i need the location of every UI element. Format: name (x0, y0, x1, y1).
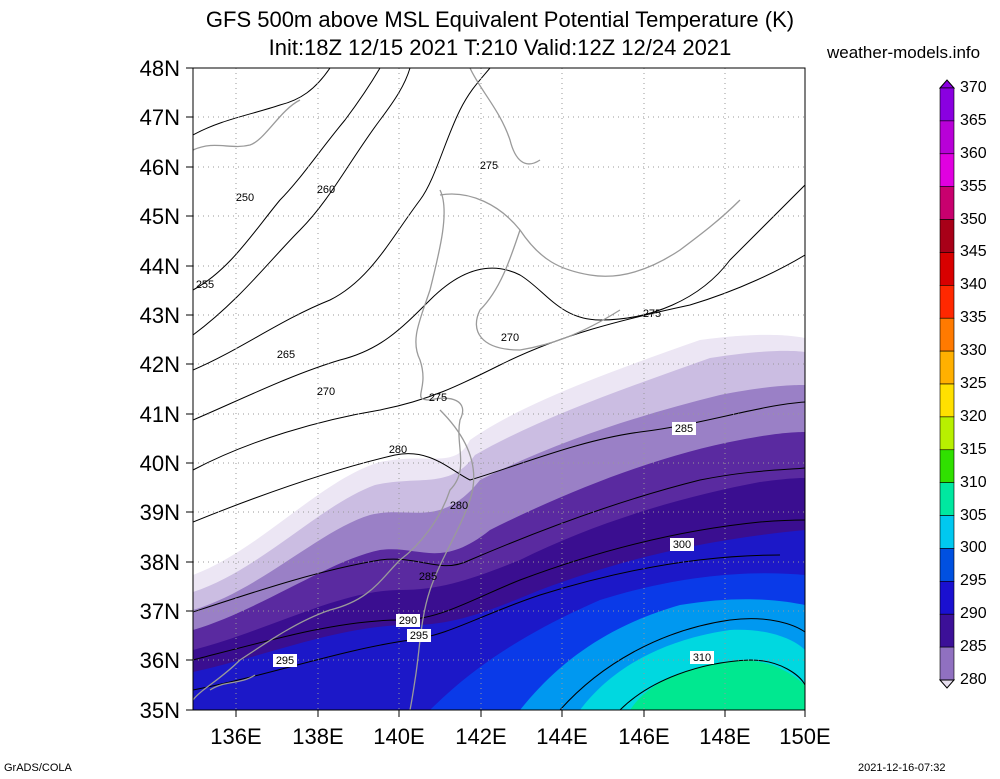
contour-label: 295 (410, 630, 428, 642)
contour-label: 280 (389, 444, 407, 456)
contour-label: 270 (501, 332, 519, 344)
contour-label: 260 (317, 184, 335, 196)
colorbar-swatch (939, 350, 955, 385)
contour-label: 270 (317, 386, 335, 398)
colorbar-swatch (939, 515, 955, 549)
lon-label: 146E (618, 724, 670, 749)
contour-label: 265 (277, 349, 295, 361)
colorbar-label: 330 (960, 342, 987, 360)
colorbar-label: 335 (960, 309, 987, 327)
colorbar-label: 280 (960, 671, 987, 688)
lat-label: 48N (139, 56, 180, 81)
lon-label: 148E (699, 724, 751, 749)
colorbar-swatch (939, 383, 955, 418)
contour-label: 275 (480, 160, 498, 172)
lat-label: 42N (139, 352, 180, 377)
colorbar-swatch (939, 285, 955, 319)
lat-label: 41N (139, 402, 180, 427)
contour-label: 275 (429, 392, 447, 404)
colorbar-swatch (939, 449, 955, 483)
colorbar-swatch (939, 548, 955, 582)
colorbar-label: 360 (960, 144, 987, 162)
map-frame (192, 67, 806, 711)
colorbar-swatch (939, 317, 955, 352)
contour-label: 300 (673, 539, 691, 551)
site-credit: weather-models.info (827, 43, 981, 62)
lat-label: 36N (139, 648, 180, 673)
colorbar-label: 315 (960, 440, 987, 458)
lat-label: 44N (139, 254, 180, 279)
colorbar-label: 290 (960, 605, 987, 623)
lat-label: 40N (139, 451, 180, 476)
lat-label: 35N (139, 698, 180, 723)
colorbar-label: 350 (960, 210, 987, 228)
lon-label: 140E (373, 724, 425, 749)
colorbar (938, 79, 956, 689)
lat-label: 38N (139, 550, 180, 575)
colorbar-swatch (939, 153, 955, 187)
lat-label: 47N (139, 105, 180, 130)
colorbar-label: 345 (960, 243, 987, 261)
colorbar-swatch (939, 646, 955, 681)
colorbar-swatch (939, 87, 955, 122)
map-field (193, 68, 805, 710)
title-line1: GFS 500m above MSL Equivalent Potential … (205, 7, 795, 32)
coastlines (193, 68, 741, 710)
contour-label: 280 (450, 500, 468, 512)
grid-lines (193, 68, 805, 710)
lat-label: 45N (139, 204, 180, 229)
band-310 (630, 660, 805, 710)
colorbar-label: 365 (960, 111, 987, 129)
colorbar-swatch (939, 581, 955, 615)
colorbar-label: 295 (960, 572, 987, 590)
colorbar-swatch (939, 613, 955, 648)
axis-ticks (186, 67, 806, 717)
colorbar-label: 285 (960, 638, 987, 656)
colorbar-label: 320 (960, 407, 987, 425)
colorbar-swatch (939, 416, 955, 451)
contour-label-group: 250 255 260 265 270 270 275 275 275 280 … (196, 160, 661, 583)
contour-label: 285 (419, 571, 437, 583)
colorbar-label: 325 (960, 375, 987, 392)
colorbar-swatch (939, 252, 955, 286)
contour-label: 285 (675, 423, 693, 435)
lat-label: 43N (139, 303, 180, 328)
lon-label: 136E (210, 724, 262, 749)
contour-label: 290 (399, 615, 417, 627)
contour-label-boxed: 285 290 295 295 300 310 (273, 422, 714, 667)
footer-timestamp: 2021-12-16-07:32 (858, 762, 946, 774)
colorbar-label: 370 (960, 79, 987, 96)
lon-label: 138E (292, 724, 344, 749)
colorbar-arrow-top (938, 79, 956, 89)
contour-label: 310 (693, 652, 711, 664)
footer-software: GrADS/COLA (4, 762, 72, 774)
contour-label: 275 (643, 308, 661, 320)
lon-label: 144E (536, 724, 588, 749)
lon-label: 150E (779, 724, 831, 749)
colorbar-swatch (939, 120, 955, 155)
colorbar-swatch (939, 219, 955, 253)
colorbar-label: 355 (960, 177, 987, 195)
title-line2: Init:18Z 12/15 2021 T:210 Valid:12Z 12/2… (268, 35, 732, 60)
colorbar-arrow-bottom (938, 679, 956, 689)
colorbar-label: 305 (960, 506, 987, 524)
lon-label: 142E (455, 724, 507, 749)
colorbar-label: 300 (960, 539, 987, 557)
lat-label: 46N (139, 155, 180, 180)
contour-label: 295 (276, 655, 294, 667)
colorbar-swatch (939, 482, 955, 516)
colorbar-label: 340 (960, 276, 987, 294)
contour-label: 250 (236, 192, 254, 204)
contour-label: 255 (196, 279, 214, 291)
lat-label: 39N (139, 500, 180, 525)
colorbar-swatch (939, 186, 955, 220)
lat-label: 37N (139, 599, 180, 624)
colorbar-label: 310 (960, 473, 987, 491)
